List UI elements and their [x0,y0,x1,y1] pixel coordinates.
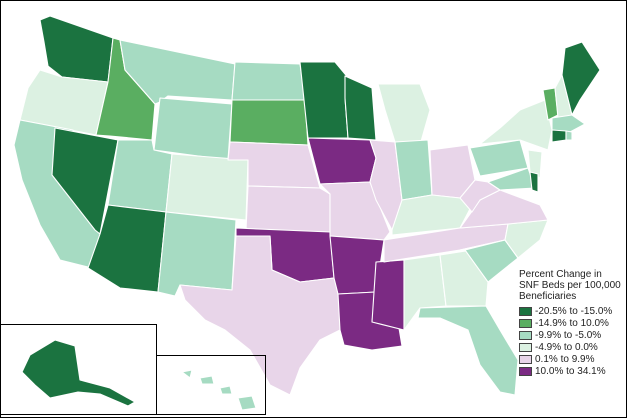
state-TX [179,235,341,396]
state-CO [165,153,249,221]
state-MA [551,114,586,133]
state-MI [377,83,431,146]
state-KS [245,185,331,233]
legend-title-line-1: Percent Change in [519,269,602,280]
legend-title: Percent Change in SNF Beds per 100,000 B… [519,269,621,302]
state-NV [51,127,119,235]
state-WY [153,97,233,161]
state-WA [39,15,114,83]
legend-label: -14.9% to 10.0% [535,317,609,329]
legend-item: -14.9% to 10.0% [519,317,621,329]
state-FL [417,305,519,396]
state-DE [529,171,539,193]
legend-swatch [519,318,532,328]
state-WI [344,75,377,141]
legend-label: 10.0% to 34.1% [535,365,606,377]
alaska-inset-frame [0,324,157,415]
state-RI [565,130,573,141]
state-SD [229,99,309,146]
legend-item: 0.1% to 9.9% [519,353,621,365]
legend-swatch [519,354,532,364]
legend-item: 10.0% to 34.1% [519,365,621,377]
state-IA [307,137,377,185]
state-HI-1 [181,369,193,379]
legend-title-line-2: SNF Beds per 100,000 [519,280,621,291]
legend-label: -20.5% to -15.0% [535,305,613,317]
legend-label: -9.9% to -5.0% [535,329,602,341]
legend-item: -4.9% to 0.0% [519,341,621,353]
state-ND [231,61,306,101]
legend-swatch [519,330,532,340]
state-AL [403,254,447,331]
legend-item: -9.9% to -5.0% [519,329,621,341]
hawaii-inset-frame [156,355,266,415]
legend: Percent Change in SNF Beds per 100,000 B… [519,269,621,377]
legend-item: -20.5% to -15.0% [519,305,621,317]
legend-swatch [519,366,532,376]
state-NJ [527,149,543,179]
state-HI-3 [219,385,233,395]
state-AK [21,339,136,407]
legend-swatch [519,342,532,352]
state-IN [394,139,433,201]
state-HI-4 [237,395,257,411]
state-MS [371,259,405,331]
legend-swatch [519,306,532,316]
state-MN [299,61,351,139]
legend-label: 0.1% to 9.9% [535,353,595,365]
legend-title-line-3: Beneficiaries [519,291,577,302]
state-CT [551,129,567,143]
state-NC [459,219,549,259]
state-NM [157,211,237,297]
state-HI-2 [199,375,215,385]
legend-label: -4.9% to 0.0% [535,341,598,353]
